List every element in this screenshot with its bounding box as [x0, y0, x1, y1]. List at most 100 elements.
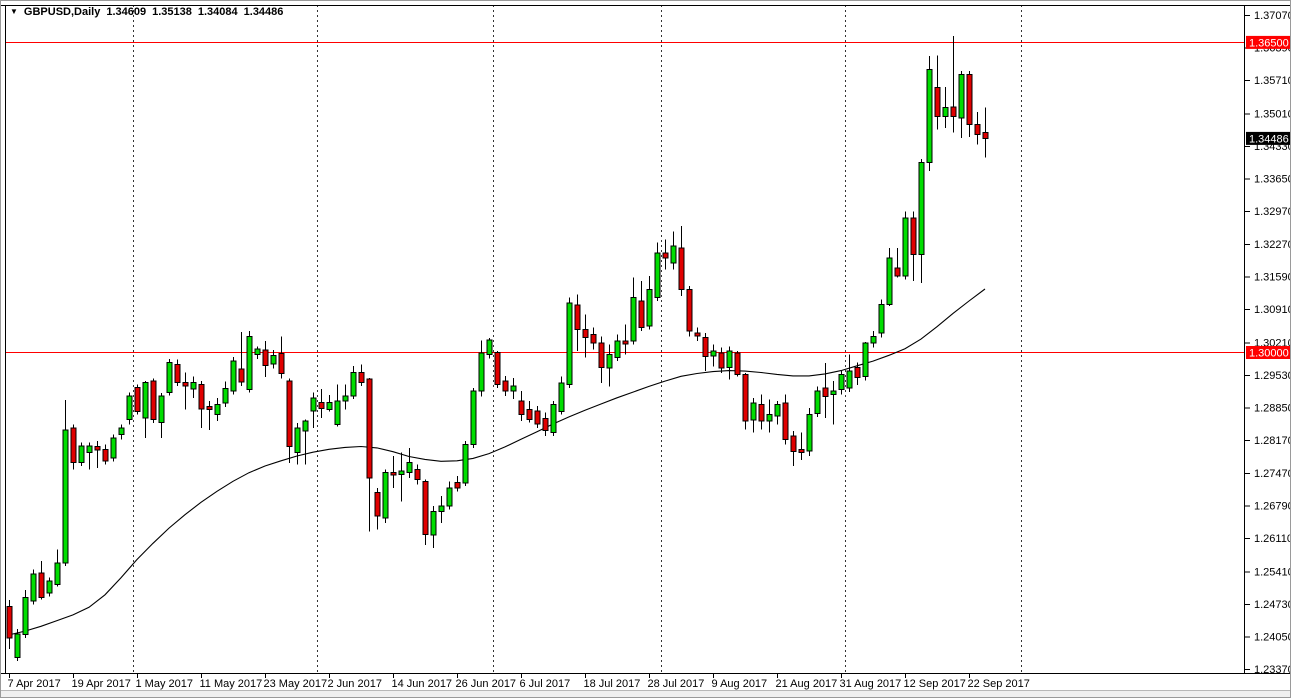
- candle[interactable]: [358, 364, 365, 386]
- candle[interactable]: [886, 248, 893, 307]
- candle[interactable]: [494, 351, 501, 388]
- candle[interactable]: [814, 386, 821, 417]
- candle[interactable]: [782, 394, 789, 445]
- candle[interactable]: [950, 36, 957, 133]
- candle[interactable]: [942, 87, 949, 128]
- candle[interactable]: [670, 231, 677, 270]
- candle[interactable]: [462, 441, 469, 487]
- candle[interactable]: [894, 248, 901, 278]
- candle[interactable]: [718, 347, 725, 373]
- candle[interactable]: [470, 387, 477, 448]
- candle[interactable]: [654, 242, 661, 301]
- candle[interactable]: [126, 392, 133, 425]
- candle[interactable]: [574, 294, 581, 351]
- candle[interactable]: [78, 442, 85, 466]
- candle[interactable]: [134, 384, 141, 415]
- candle[interactable]: [382, 469, 389, 523]
- candle[interactable]: [958, 71, 965, 138]
- candle[interactable]: [830, 381, 837, 425]
- candle[interactable]: [598, 336, 605, 383]
- candle[interactable]: [278, 336, 285, 379]
- candle[interactable]: [694, 327, 701, 341]
- candle[interactable]: [910, 211, 917, 281]
- candle[interactable]: [430, 506, 437, 549]
- symbol-marker-icon[interactable]: ▼: [10, 7, 18, 16]
- candle[interactable]: [646, 276, 653, 330]
- candle[interactable]: [510, 377, 517, 400]
- candle[interactable]: [166, 359, 173, 396]
- candle[interactable]: [638, 280, 645, 331]
- candle[interactable]: [270, 350, 277, 369]
- current-price-tag[interactable]: [1246, 131, 1291, 145]
- candle[interactable]: [582, 314, 589, 358]
- candle[interactable]: [326, 394, 333, 412]
- candle[interactable]: [806, 407, 813, 456]
- candle[interactable]: [198, 381, 205, 428]
- candle[interactable]: [622, 324, 629, 355]
- candle[interactable]: [566, 297, 573, 388]
- candle[interactable]: [222, 381, 229, 407]
- candle[interactable]: [398, 452, 405, 502]
- candle[interactable]: [6, 600, 13, 650]
- candle[interactable]: [214, 397, 221, 422]
- candle[interactable]: [14, 629, 21, 662]
- level-price-tag[interactable]: [1246, 35, 1291, 49]
- candle[interactable]: [710, 344, 717, 367]
- candle[interactable]: [86, 442, 93, 470]
- candle[interactable]: [750, 397, 757, 433]
- candle[interactable]: [142, 381, 149, 438]
- candle[interactable]: [22, 590, 29, 638]
- candle[interactable]: [374, 488, 381, 530]
- candle[interactable]: [350, 365, 357, 400]
- candle[interactable]: [94, 441, 101, 468]
- candle[interactable]: [446, 481, 453, 510]
- candle[interactable]: [662, 239, 669, 270]
- candle[interactable]: [46, 577, 53, 597]
- candle[interactable]: [118, 424, 125, 440]
- candle[interactable]: [246, 331, 253, 393]
- candle[interactable]: [702, 332, 709, 372]
- candle[interactable]: [542, 412, 549, 436]
- candle[interactable]: [422, 479, 429, 545]
- candle[interactable]: [302, 419, 309, 465]
- candle[interactable]: [630, 277, 637, 345]
- candle[interactable]: [486, 338, 493, 359]
- candle[interactable]: [726, 346, 733, 380]
- candle[interactable]: [158, 393, 165, 438]
- candle[interactable]: [334, 384, 341, 427]
- candle[interactable]: [294, 423, 301, 465]
- candle[interactable]: [70, 424, 77, 470]
- candle[interactable]: [286, 378, 293, 464]
- candle[interactable]: [534, 405, 541, 428]
- candle[interactable]: [414, 464, 421, 485]
- candle[interactable]: [766, 399, 773, 433]
- candle[interactable]: [174, 359, 181, 386]
- candle[interactable]: [366, 378, 373, 532]
- candle[interactable]: [62, 400, 69, 567]
- candle[interactable]: [606, 344, 613, 387]
- candle[interactable]: [478, 340, 485, 397]
- candle[interactable]: [902, 211, 909, 280]
- candle[interactable]: [822, 363, 829, 418]
- candle[interactable]: [262, 341, 269, 377]
- candle[interactable]: [38, 561, 45, 600]
- candle[interactable]: [974, 112, 981, 145]
- candle[interactable]: [502, 375, 509, 396]
- candle[interactable]: [30, 569, 37, 605]
- candle[interactable]: [742, 373, 749, 430]
- candle[interactable]: [982, 107, 989, 158]
- candle[interactable]: [790, 431, 797, 466]
- candle[interactable]: [798, 432, 805, 460]
- candle[interactable]: [310, 392, 317, 428]
- candle[interactable]: [454, 476, 461, 492]
- candle[interactable]: [774, 401, 781, 425]
- candle[interactable]: [558, 376, 565, 415]
- candle[interactable]: [206, 401, 213, 430]
- level-price-tag[interactable]: [1246, 346, 1291, 359]
- candle[interactable]: [966, 71, 973, 137]
- candle[interactable]: [926, 56, 933, 172]
- candle[interactable]: [870, 331, 877, 348]
- candle[interactable]: [102, 444, 109, 465]
- candle[interactable]: [518, 391, 525, 422]
